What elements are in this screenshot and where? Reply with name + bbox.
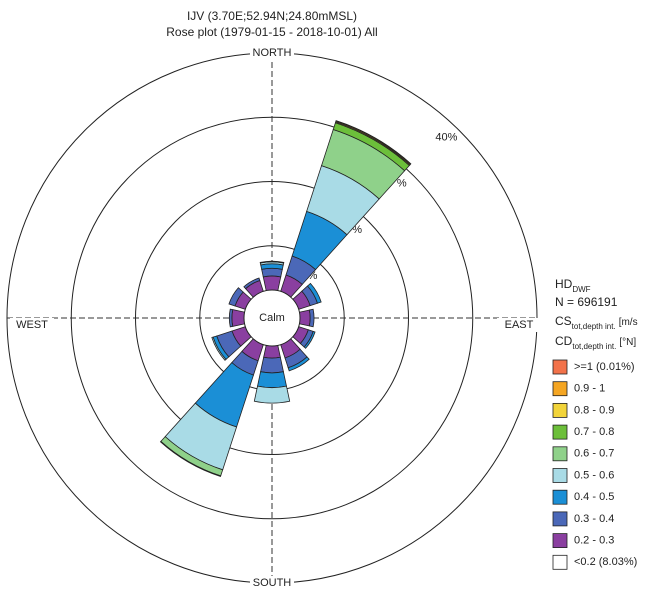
legend-header-text: HD — [555, 277, 573, 291]
legend-header: CDtot,depth int. [°N] — [555, 334, 636, 351]
compass-label: SOUTH — [253, 577, 292, 589]
rose-segment — [260, 356, 284, 374]
calm-circle — [243, 289, 301, 347]
legend-header-text: CD — [555, 334, 573, 348]
legend-header-sub: tot,depth int. — [572, 342, 616, 351]
rose-segment — [243, 277, 261, 290]
legend-header-sub: DWF — [572, 285, 590, 294]
legend-swatch — [552, 468, 568, 483]
legend-swatch — [552, 533, 568, 548]
legend-header-unit: [°N] — [619, 337, 636, 348]
legend-swatch — [552, 402, 568, 418]
calm-label: Calm — [259, 312, 285, 324]
chart-subtitle: Rose plot (1979-01-15 - 2018-10-01) All — [166, 25, 377, 39]
legend-header: N = 696191 — [555, 295, 618, 309]
legend-label: 0.7 - 0.8 — [574, 426, 614, 438]
legend-label: 0.6 - 0.7 — [574, 448, 614, 460]
compass-label: NORTH — [253, 47, 292, 59]
rose-segment — [159, 440, 222, 478]
legend-label: 0.9 - 1 — [574, 383, 605, 395]
legend-label: <0.2 (8.03%) — [574, 556, 637, 568]
rose-segment — [259, 260, 285, 264]
rose-segment — [253, 385, 291, 404]
legend-label: 0.5 - 0.6 — [574, 469, 614, 481]
legend-swatch — [552, 554, 568, 570]
legend-header: HDDWF — [555, 277, 591, 294]
chart-title: IJV (3.70E;52.94N;24.80mMSL) — [187, 9, 357, 23]
rose-segment — [287, 356, 310, 372]
legend-header-sub: tot,depth int. — [572, 322, 616, 331]
legend-header-unit: [m/s — [619, 317, 638, 328]
rose-segment — [211, 336, 227, 361]
compass-bg — [250, 576, 294, 590]
legend-swatch — [552, 446, 568, 462]
rose-segment — [303, 330, 316, 349]
ring-label: % — [352, 224, 362, 236]
legend-swatch — [552, 511, 568, 527]
rose-segment — [257, 371, 287, 389]
rose-segment — [308, 308, 315, 328]
rose-segment — [228, 287, 244, 307]
compass-bg — [10, 318, 54, 332]
legend-swatch — [552, 381, 568, 397]
rose-segment — [335, 120, 412, 165]
legend-label: 0.4 - 0.5 — [574, 491, 614, 503]
legend-swatch — [552, 424, 568, 440]
legend-swatch — [552, 359, 568, 375]
rose-segment — [228, 308, 234, 328]
rose-segment — [261, 267, 283, 278]
legend-label: 0.8 - 0.9 — [574, 404, 614, 416]
ring-label: % — [397, 178, 407, 190]
legend-label: 0.3 - 0.4 — [574, 513, 614, 525]
compass-bg — [250, 46, 294, 60]
compass-label: WEST — [16, 319, 48, 331]
ring-label: % — [308, 270, 318, 282]
ring-label: 40% — [435, 131, 457, 143]
compass-bg — [497, 318, 541, 332]
legend-header-text: CS — [555, 314, 572, 328]
legend-header-text: N = 696191 — [555, 295, 618, 309]
legend-swatch — [552, 489, 568, 505]
rose-segment — [306, 282, 322, 304]
legend-label: >=1 (0.01%) — [574, 361, 635, 373]
legend-header: CStot,depth int. [m/s — [555, 314, 638, 331]
legend-label: 0.2 - 0.3 — [574, 535, 614, 547]
compass-label: EAST — [505, 319, 534, 331]
